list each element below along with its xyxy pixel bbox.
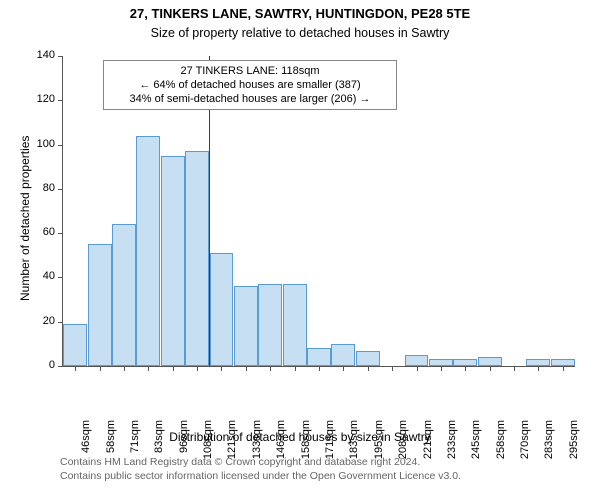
bar — [88, 244, 112, 366]
x-tick — [343, 366, 344, 371]
x-tick — [100, 366, 101, 371]
x-tick — [319, 366, 320, 371]
y-tick — [58, 189, 63, 190]
bar — [405, 355, 429, 366]
bar — [453, 359, 477, 366]
x-tick — [417, 366, 418, 371]
bar — [429, 359, 453, 366]
x-tick — [173, 366, 174, 371]
x-tick — [392, 366, 393, 371]
x-tick-label: 295sqm — [568, 420, 580, 480]
bar — [283, 284, 307, 366]
y-tick-label: 40 — [25, 270, 55, 282]
bar — [136, 136, 160, 366]
bar — [185, 151, 209, 366]
callout-line: 34% of semi-detached houses are larger (… — [107, 92, 393, 106]
x-tick — [221, 366, 222, 371]
bar — [331, 344, 355, 366]
attribution-line: Contains public sector information licen… — [60, 470, 461, 484]
x-tick-label: 258sqm — [495, 420, 507, 480]
chart-subtitle: Size of property relative to detached ho… — [0, 26, 600, 40]
y-tick-label: 0 — [25, 359, 55, 371]
x-axis-label: Distribution of detached houses by size … — [0, 430, 600, 444]
plot-area: 02040608010012014046sqm58sqm71sqm83sqm96… — [62, 56, 575, 367]
bar — [234, 286, 258, 366]
x-tick — [368, 366, 369, 371]
x-tick — [538, 366, 539, 371]
bar — [210, 253, 234, 366]
callout-line: 27 TINKERS LANE: 118sqm — [107, 64, 393, 78]
x-tick-label: 283sqm — [543, 420, 555, 480]
callout-line: ← 64% of detached houses are smaller (38… — [107, 78, 393, 92]
y-tick — [58, 366, 63, 367]
bar — [112, 224, 136, 366]
x-tick — [514, 366, 515, 371]
x-tick — [124, 366, 125, 371]
y-tick — [58, 145, 63, 146]
y-tick-label: 100 — [25, 138, 55, 150]
callout-box: 27 TINKERS LANE: 118sqm← 64% of detached… — [103, 60, 397, 110]
bar — [478, 357, 502, 366]
x-tick — [490, 366, 491, 371]
x-tick — [270, 366, 271, 371]
bar — [307, 348, 331, 366]
y-tick — [58, 56, 63, 57]
x-tick-label: 270sqm — [519, 420, 531, 480]
bar — [161, 156, 185, 366]
y-tick-label: 120 — [25, 93, 55, 105]
y-tick — [58, 277, 63, 278]
x-tick — [75, 366, 76, 371]
y-tick-label: 140 — [25, 49, 55, 61]
y-tick-label: 20 — [25, 315, 55, 327]
x-tick — [197, 366, 198, 371]
x-tick-label: 245sqm — [470, 420, 482, 480]
x-tick — [295, 366, 296, 371]
bar — [551, 359, 575, 366]
attribution: Contains HM Land Registry data © Crown c… — [60, 456, 461, 483]
bar — [258, 284, 282, 366]
y-tick-label: 80 — [25, 182, 55, 194]
x-tick — [465, 366, 466, 371]
y-tick — [58, 233, 63, 234]
bar — [526, 359, 550, 366]
bar — [63, 324, 87, 366]
y-tick-label: 60 — [25, 226, 55, 238]
chart-title: 27, TINKERS LANE, SAWTRY, HUNTINGDON, PE… — [0, 6, 600, 21]
x-tick — [246, 366, 247, 371]
bar — [356, 351, 380, 367]
x-tick — [148, 366, 149, 371]
x-tick — [563, 366, 564, 371]
y-tick — [58, 100, 63, 101]
x-tick — [441, 366, 442, 371]
attribution-line: Contains HM Land Registry data © Crown c… — [60, 456, 461, 470]
y-tick — [58, 322, 63, 323]
